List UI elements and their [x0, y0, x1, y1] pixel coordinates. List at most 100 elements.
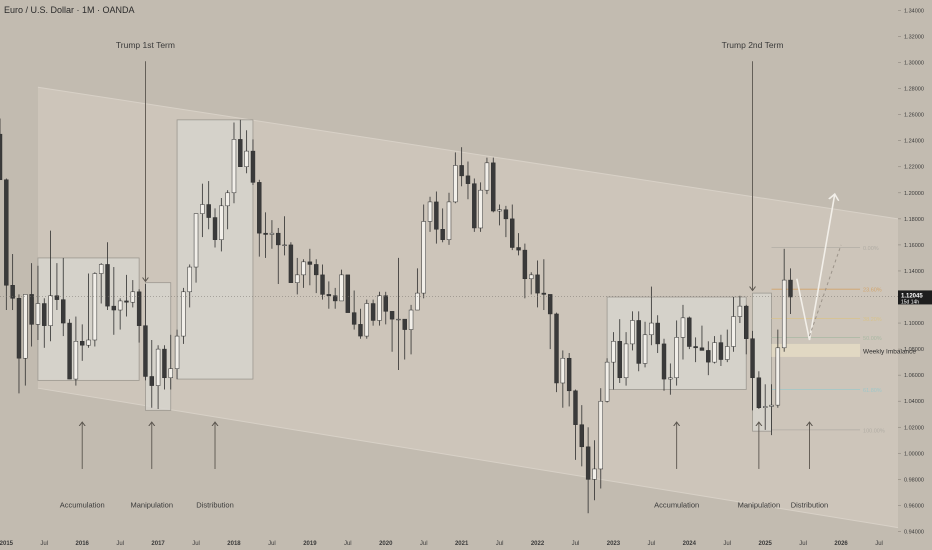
candle-body	[535, 274, 540, 294]
y-axis-tick-label: 1.26000	[904, 113, 924, 119]
candle-body	[98, 264, 104, 274]
candle-body	[617, 341, 622, 379]
candle-body	[320, 274, 325, 295]
candle-body	[661, 343, 667, 380]
candle-body	[80, 341, 85, 346]
candle-body	[269, 232, 275, 235]
candle-body	[225, 192, 230, 207]
fib-level-label: 50.00%	[863, 336, 882, 342]
y-axis-tick-label: 1.20000	[904, 191, 924, 197]
candle-body	[48, 295, 53, 326]
y-axis-tick-label: 1.14000	[904, 269, 924, 275]
candle-body	[744, 305, 749, 339]
candle-body	[623, 343, 629, 379]
candle-body	[313, 264, 319, 276]
candle-body	[301, 261, 306, 276]
x-axis-tick-label: Jul	[572, 541, 580, 547]
candle-body	[345, 274, 351, 313]
candle-body	[130, 291, 136, 303]
channel-upper-line	[37, 86, 899, 220]
candle-body	[29, 294, 34, 325]
y-axis-tick-label: 1.24000	[904, 139, 924, 145]
x-axis-tick-label: Jul	[420, 541, 428, 547]
term-annotation-label: Trump 1st Term	[116, 40, 175, 50]
candle-body	[54, 295, 60, 300]
candle-body	[295, 274, 300, 283]
x-axis-tick-label: 2015	[0, 541, 14, 547]
candle-body	[257, 182, 262, 234]
y-axis-tick-label: 1.02000	[904, 425, 924, 431]
candle-body	[750, 338, 755, 379]
y-axis-tick-label: 1.32000	[904, 34, 924, 40]
x-axis-tick-label: Jul	[116, 541, 124, 547]
candle-body	[16, 298, 22, 359]
y-axis-tick-label: 1.18000	[904, 217, 924, 223]
candle-body	[560, 357, 566, 384]
candle-body	[23, 294, 28, 359]
candle-body	[117, 300, 123, 311]
fib-level-label: 38.20%	[863, 317, 882, 323]
x-axis-tick-label: 2023	[607, 541, 621, 547]
candle-body	[149, 376, 154, 386]
candle-body	[598, 400, 603, 470]
candle-body	[522, 249, 528, 280]
price-tag-countdown: 15d 14h	[901, 299, 919, 305]
candle-body	[497, 209, 502, 212]
candle-body	[402, 318, 407, 330]
candle-body	[238, 139, 243, 167]
candle-body	[168, 368, 173, 379]
candle-body	[408, 309, 414, 330]
phase-zone-box	[752, 292, 772, 432]
fib-level-label: 100.00%	[863, 428, 885, 434]
x-axis-tick-label: Jul	[268, 541, 276, 547]
y-axis-tick-label: 1.10000	[904, 321, 924, 327]
candle-body	[731, 316, 736, 347]
x-axis-tick-label: Jul	[875, 541, 883, 547]
candle-body	[73, 341, 79, 380]
candle-body	[10, 285, 15, 299]
candle-body	[377, 295, 382, 321]
candle-body	[706, 350, 711, 363]
price-tag-value: 1.12045	[901, 293, 923, 299]
candle-body	[364, 303, 369, 337]
x-axis-tick-label: 2024	[683, 541, 697, 547]
candle-body	[434, 201, 439, 230]
x-axis-tick-label: Jul	[799, 541, 807, 547]
candle-body	[200, 204, 205, 214]
y-axis-tick-label: 1.28000	[904, 87, 924, 93]
candle-body	[491, 162, 496, 212]
candle-body	[541, 292, 547, 295]
price-tag-box	[898, 290, 932, 305]
candle-body	[389, 311, 395, 320]
y-axis-tick-label: 1.06000	[904, 373, 924, 379]
candle-body	[725, 346, 730, 360]
y-axis-tick-label: 0.94000	[904, 529, 924, 535]
candle-body	[781, 279, 787, 349]
candle-body	[687, 317, 692, 347]
candle-body	[332, 295, 338, 302]
candle-body	[212, 217, 218, 240]
candle-body	[529, 274, 534, 280]
candle-body	[124, 300, 129, 303]
candle-body	[61, 299, 66, 324]
candle-body	[187, 266, 192, 293]
phase-label: Accumulation	[654, 500, 699, 509]
candle-body	[415, 292, 420, 311]
candle-body	[136, 291, 142, 326]
candle-body	[453, 165, 458, 203]
candle-body	[585, 446, 591, 480]
candle-body	[339, 274, 344, 302]
candle-body	[358, 324, 363, 337]
projection-dashed-line	[808, 244, 842, 337]
y-axis-tick-label: 1.04000	[904, 399, 924, 405]
candle-body	[86, 339, 91, 346]
candle-body	[680, 317, 686, 338]
candle-body	[105, 264, 110, 307]
candle-body	[67, 322, 72, 380]
x-axis-tick-label: Jul	[192, 541, 200, 547]
candle-body	[592, 468, 597, 480]
phase-label: Distribution	[196, 500, 234, 509]
weekly-imbalance-label: Weekly Imbalance	[863, 348, 916, 355]
candle-body	[465, 175, 471, 184]
